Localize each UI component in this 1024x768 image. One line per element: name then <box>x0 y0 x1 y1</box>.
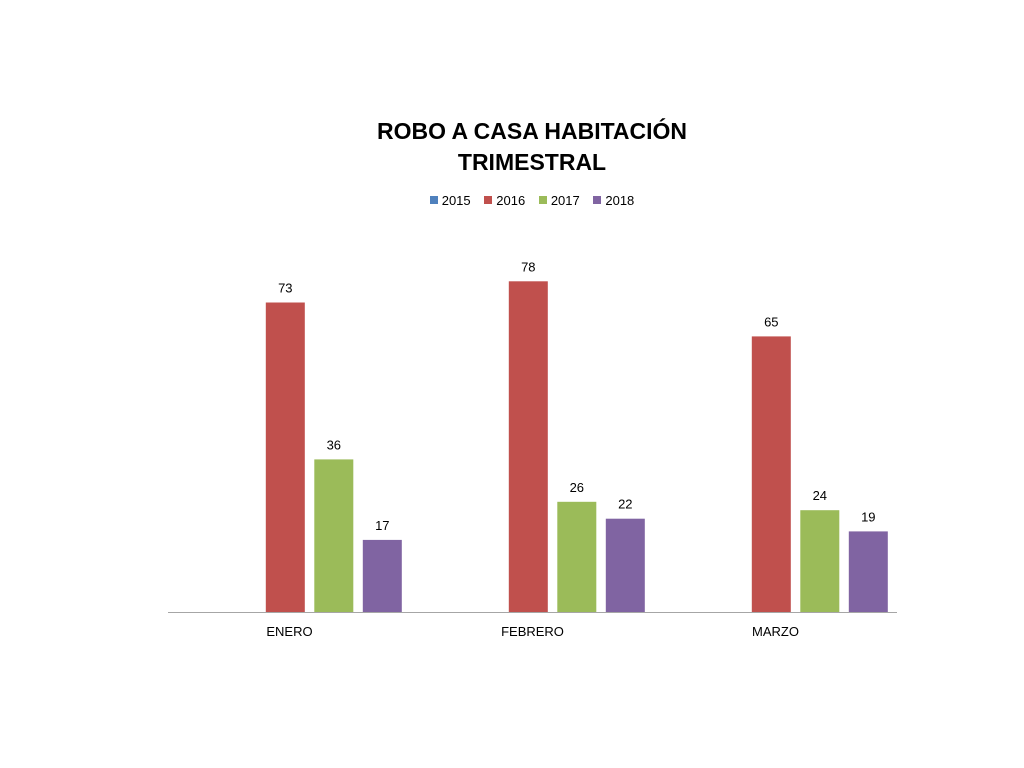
bar-marzo-2016 <box>751 336 791 612</box>
bar-marzo-2017 <box>800 510 840 612</box>
bar-febrero-2018 <box>605 518 645 612</box>
legend-swatch-2016 <box>484 196 493 204</box>
data-label-febrero-2018: 22 <box>618 497 632 512</box>
bar-enero-2017 <box>314 459 354 612</box>
x-tick-label-febrero: FEBRERO <box>501 624 564 639</box>
chart-title-line-1: ROBO A CASA HABITACIÓN <box>376 118 688 144</box>
data-label-enero-2016: 73 <box>278 281 292 296</box>
bar-febrero-2017 <box>557 501 597 612</box>
x-tick-label-marzo: MARZO <box>752 624 799 639</box>
legend-swatch-2018 <box>593 196 602 204</box>
legend-item-2018: 2018 <box>593 193 634 208</box>
legend-item-2016: 2016 <box>484 193 525 208</box>
chart-title: ROBO A CASA HABITACIÓN TRIMESTRAL <box>0 116 1024 178</box>
chart-title-line-2: TRIMESTRAL <box>457 149 607 175</box>
data-label-marzo-2016: 65 <box>764 314 778 329</box>
legend: 2015 2016 2017 2018 <box>0 192 1024 208</box>
data-label-marzo-2017: 24 <box>813 488 827 503</box>
bar-enero-2016 <box>265 302 305 612</box>
data-label-febrero-2017: 26 <box>570 480 584 495</box>
data-label-enero-2018: 17 <box>375 518 389 533</box>
legend-label-2017: 2017 <box>550 192 580 208</box>
legend-label-2018: 2018 <box>605 192 635 208</box>
data-label-enero-2017: 36 <box>327 437 341 452</box>
bar-marzo-2018 <box>848 531 888 612</box>
legend-swatch-2015 <box>429 196 438 204</box>
legend-swatch-2017 <box>538 196 547 204</box>
bar-febrero-2016 <box>508 281 548 612</box>
data-label-febrero-2016: 78 <box>521 259 535 274</box>
x-tick-label-enero: ENERO <box>266 624 312 639</box>
legend-item-2015: 2015 <box>429 192 471 208</box>
legend-label-2016: 2016 <box>496 192 526 208</box>
legend-item-2017: 2017 <box>538 192 580 208</box>
bar-enero-2018 <box>362 539 402 612</box>
data-label-marzo-2018: 19 <box>861 509 875 524</box>
legend-label-2015: 2015 <box>441 192 471 208</box>
